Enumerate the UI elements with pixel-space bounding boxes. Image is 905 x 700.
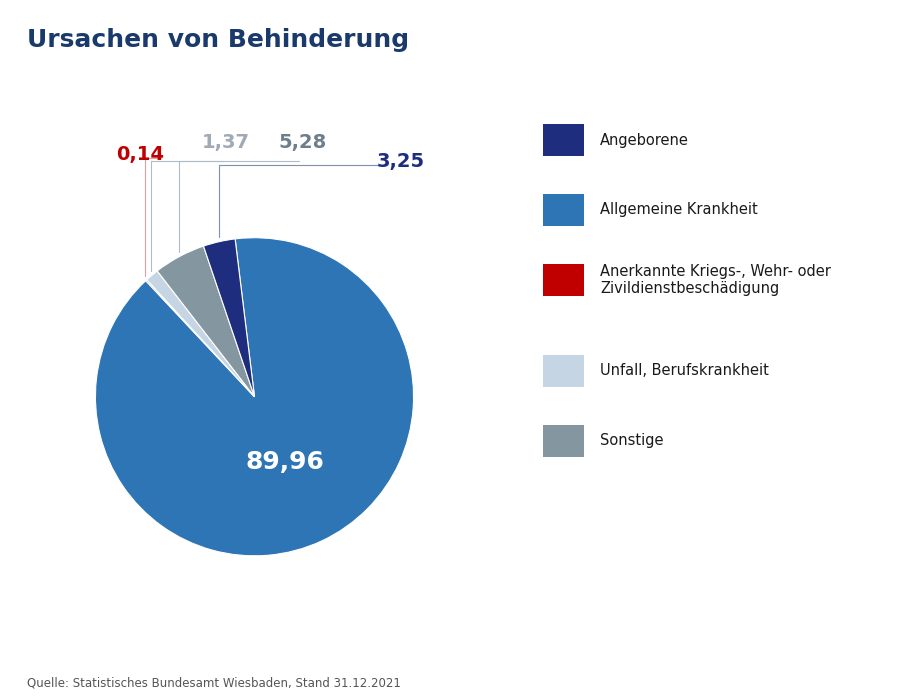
- Text: 89,96: 89,96: [245, 449, 324, 474]
- Text: Anerkannte Kriegs-, Wehr- oder
Zivildienstbeschädigung: Anerkannte Kriegs-, Wehr- oder Zivildien…: [600, 264, 831, 296]
- Wedge shape: [147, 271, 254, 397]
- Text: 3,25: 3,25: [376, 152, 424, 171]
- Text: Unfall, Berufskrankheit: Unfall, Berufskrankheit: [600, 363, 769, 379]
- Text: Angeborene: Angeborene: [600, 132, 689, 148]
- Wedge shape: [146, 280, 254, 397]
- Text: 5,28: 5,28: [278, 133, 327, 152]
- Text: Ursachen von Behinderung: Ursachen von Behinderung: [27, 28, 409, 52]
- Text: Sonstige: Sonstige: [600, 433, 663, 449]
- Text: Allgemeine Krankheit: Allgemeine Krankheit: [600, 202, 757, 218]
- Text: 0,14: 0,14: [116, 146, 164, 164]
- Text: Quelle: Statistisches Bundesamt Wiesbaden, Stand 31.12.2021: Quelle: Statistisches Bundesamt Wiesbade…: [27, 676, 401, 690]
- Wedge shape: [157, 246, 254, 397]
- Wedge shape: [95, 238, 414, 556]
- Text: 1,37: 1,37: [202, 133, 250, 152]
- Wedge shape: [204, 239, 254, 397]
